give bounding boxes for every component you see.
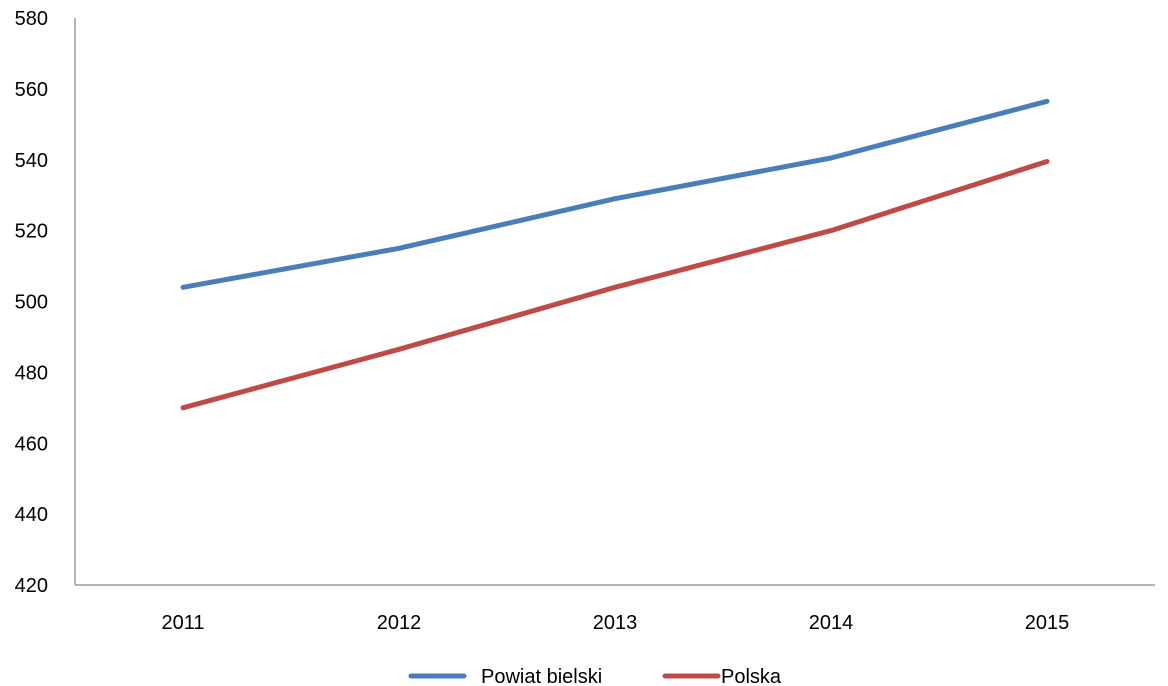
legend-label-1: Powiat bielski xyxy=(481,666,602,686)
x-tick-label: 2011 xyxy=(161,612,204,634)
y-axis: 420 440 460 480 500 520 540 560 580 xyxy=(15,8,76,597)
series-layer xyxy=(180,98,1050,411)
y-tick-label: 520 xyxy=(15,221,48,243)
x-tick-label: 2013 xyxy=(593,612,638,634)
legend: Powiat bielski Polska xyxy=(408,666,782,686)
x-tick-label: 2014 xyxy=(809,612,854,634)
x-axis: 2011 2012 2013 2014 2015 xyxy=(75,584,1155,634)
y-tick-label: 560 xyxy=(15,79,48,101)
y-tick-label: 460 xyxy=(15,433,48,455)
y-tick-label: 420 xyxy=(15,575,48,597)
legend-label-2: Polska xyxy=(721,666,782,686)
y-tick-label: 540 xyxy=(15,150,48,172)
series-line-2 xyxy=(180,159,1050,411)
y-tick-label: 500 xyxy=(15,292,48,314)
x-tick-label: 2015 xyxy=(1025,612,1070,634)
y-tick-label: 440 xyxy=(15,504,48,526)
y-tick-label: 480 xyxy=(15,362,48,384)
series-line-1 xyxy=(180,98,1050,290)
x-tick-label: 2012 xyxy=(377,612,422,634)
y-tick-label: 580 xyxy=(15,8,48,30)
